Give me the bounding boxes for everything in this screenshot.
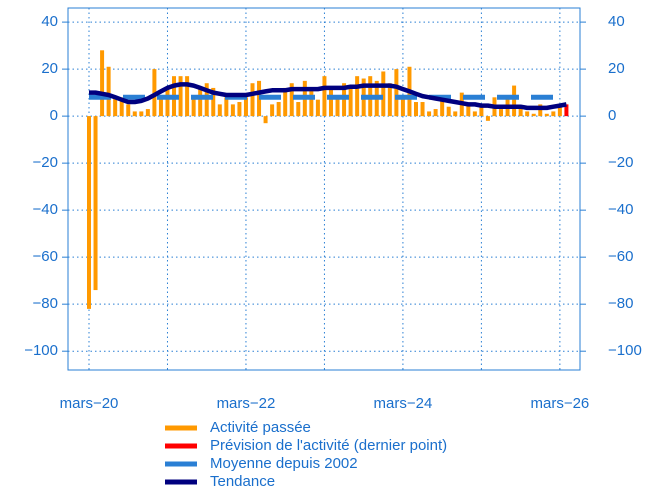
bar [276, 102, 281, 117]
y-tick-label: −60 [33, 248, 58, 265]
y-tick-label: 0 [50, 107, 58, 124]
bar [296, 102, 301, 117]
bar [512, 85, 517, 117]
x-tick-label: mars−24 [374, 395, 433, 412]
bar [145, 109, 150, 117]
y-tick-label: −80 [33, 295, 58, 312]
bar [400, 97, 405, 117]
bar [328, 87, 333, 117]
bar [322, 76, 327, 117]
bar [263, 116, 268, 124]
bar [440, 94, 445, 117]
y-tick-label: −20 [33, 154, 58, 171]
bar [191, 97, 196, 117]
bar [387, 83, 392, 117]
y2-tick-label: −20 [608, 154, 633, 171]
bar [538, 104, 543, 117]
bar [479, 104, 484, 117]
x-tick-label: mars−22 [217, 395, 276, 412]
bar [198, 87, 203, 117]
plot-frame [67, 7, 581, 371]
bar [100, 50, 105, 117]
legend-label: Moyenne depuis 2002 [210, 455, 358, 472]
x-tick-label: mars−20 [60, 395, 119, 412]
bar [230, 104, 235, 117]
y-tick-label: −100 [24, 342, 58, 359]
bar [427, 111, 432, 117]
bar [224, 97, 229, 117]
bar [557, 106, 562, 117]
bar [544, 113, 549, 117]
bar [119, 97, 124, 117]
legend-label: Prévision de l'activité (dernier point) [210, 437, 447, 454]
trend-line [89, 82, 567, 111]
bar [433, 109, 438, 117]
bar [178, 76, 183, 117]
bar [165, 87, 170, 117]
bar [420, 102, 425, 117]
bar [132, 111, 137, 117]
bar [289, 83, 294, 117]
bar [250, 83, 255, 117]
bar [466, 104, 471, 117]
bar [211, 87, 216, 117]
bar [485, 116, 490, 121]
bar [87, 116, 91, 309]
bar [139, 111, 144, 117]
x-tick-label: mars−26 [530, 395, 589, 412]
y2-tick-label: −40 [608, 201, 633, 218]
bar [126, 104, 131, 117]
bar [414, 102, 418, 117]
bar [531, 113, 536, 117]
bar [472, 111, 477, 117]
bar [499, 109, 504, 117]
bar [270, 104, 275, 117]
bar [446, 106, 451, 117]
bar [185, 76, 190, 117]
legend-label: Tendance [210, 473, 275, 490]
bar [158, 97, 163, 117]
y2-tick-label: −80 [608, 295, 633, 312]
bar [243, 97, 248, 117]
bar [217, 104, 222, 117]
y-tick-label: 40 [41, 13, 58, 30]
bar [525, 111, 530, 117]
y2-tick-label: 40 [608, 13, 625, 30]
bar [453, 111, 458, 117]
bar [394, 69, 399, 117]
bar [551, 111, 556, 117]
y2-tick-label: −100 [608, 342, 642, 359]
bar [355, 76, 360, 117]
bar [113, 97, 118, 117]
bar [564, 104, 569, 117]
bar [106, 66, 111, 117]
bar [283, 87, 288, 117]
bar [309, 87, 314, 117]
y2-tick-label: 0 [608, 107, 616, 124]
bar [518, 106, 523, 117]
bar [348, 85, 353, 117]
y2-tick-label: 20 [608, 60, 625, 77]
y2-tick-label: −60 [608, 248, 633, 265]
bar [335, 94, 340, 117]
y-tick-label: 20 [41, 60, 58, 77]
bar [315, 99, 320, 117]
bar [237, 102, 242, 117]
bar [381, 71, 386, 117]
bar [93, 116, 98, 291]
legend-label: Activité passée [210, 419, 311, 436]
y-tick-label: −40 [33, 201, 58, 218]
